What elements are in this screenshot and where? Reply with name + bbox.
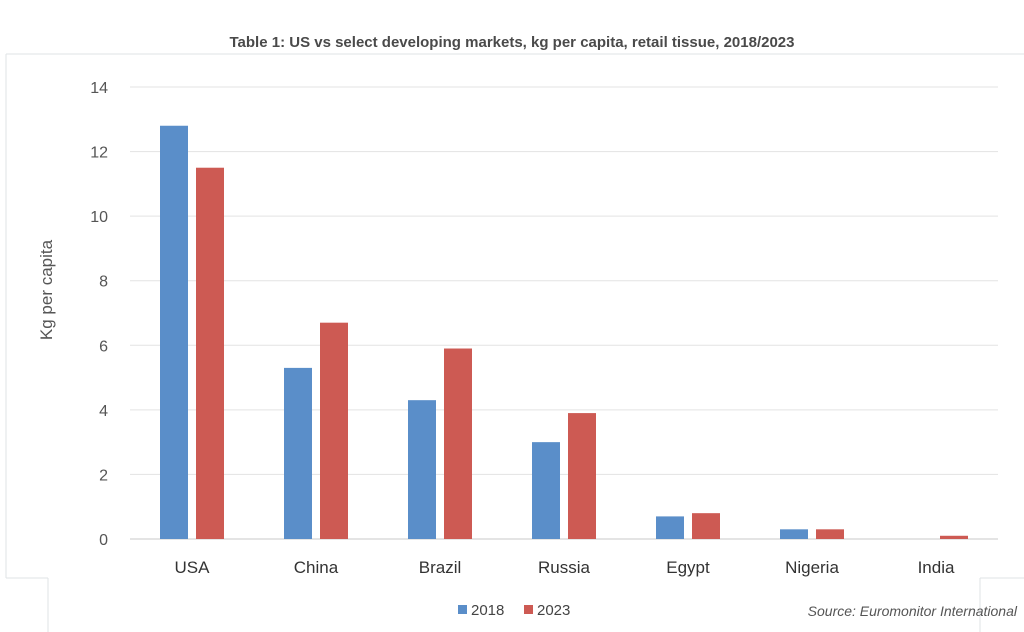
x-category-label: China <box>294 558 339 577</box>
legend-label: 2018 <box>471 602 504 619</box>
x-category-label: India <box>918 558 955 577</box>
bar-2023-nigeria[interactable] <box>816 529 844 539</box>
bar-2023-brazil[interactable] <box>444 348 472 539</box>
bar-2023-china[interactable] <box>320 322 348 539</box>
y-tick-label: 14 <box>90 80 108 97</box>
legend-label: 2023 <box>537 602 570 619</box>
x-category-label: Brazil <box>419 558 462 577</box>
x-category-label: Egypt <box>666 558 710 577</box>
gridlines <box>130 86 998 540</box>
y-tick-label: 12 <box>90 145 108 162</box>
y-tick-label: 6 <box>99 338 108 355</box>
bar-2018-brazil[interactable] <box>408 400 436 539</box>
y-tick-label: 8 <box>99 274 108 291</box>
bar-2018-egypt[interactable] <box>656 516 684 539</box>
bars <box>160 125 968 539</box>
legend[interactable]: 2018 2023 <box>458 602 570 619</box>
x-category-label: Russia <box>538 558 591 577</box>
source-note: Source: Euromonitor International <box>808 603 1018 619</box>
bar-2018-china[interactable] <box>284 367 312 539</box>
y-axis-label: Kg per capita <box>37 239 56 340</box>
bar-2018-russia[interactable] <box>532 442 560 539</box>
y-tick-label: 10 <box>90 209 108 226</box>
chart-frame <box>5 53 1024 632</box>
bar-2023-egypt[interactable] <box>692 513 720 539</box>
bar-2023-russia[interactable] <box>568 413 596 539</box>
chart-title: Table 1: US vs select developing markets… <box>230 34 795 51</box>
y-tick-label: 2 <box>99 467 108 484</box>
bar-2023-usa[interactable] <box>196 167 224 539</box>
bar-2023-india[interactable] <box>940 535 968 539</box>
x-category-label: Nigeria <box>785 558 839 577</box>
legend-swatch-2023 <box>524 605 533 614</box>
x-category-label: USA <box>175 558 211 577</box>
bar-2018-nigeria[interactable] <box>780 529 808 539</box>
legend-swatch-2018 <box>458 605 467 614</box>
x-axis-categories: USA China Brazil Russia Egypt Nigeria India <box>175 558 955 577</box>
y-tick-label: 4 <box>99 403 108 420</box>
bar-2018-usa[interactable] <box>160 125 188 539</box>
y-tick-label: 0 <box>99 532 108 549</box>
y-axis-ticks: 0 2 4 6 8 10 12 14 <box>90 80 108 549</box>
